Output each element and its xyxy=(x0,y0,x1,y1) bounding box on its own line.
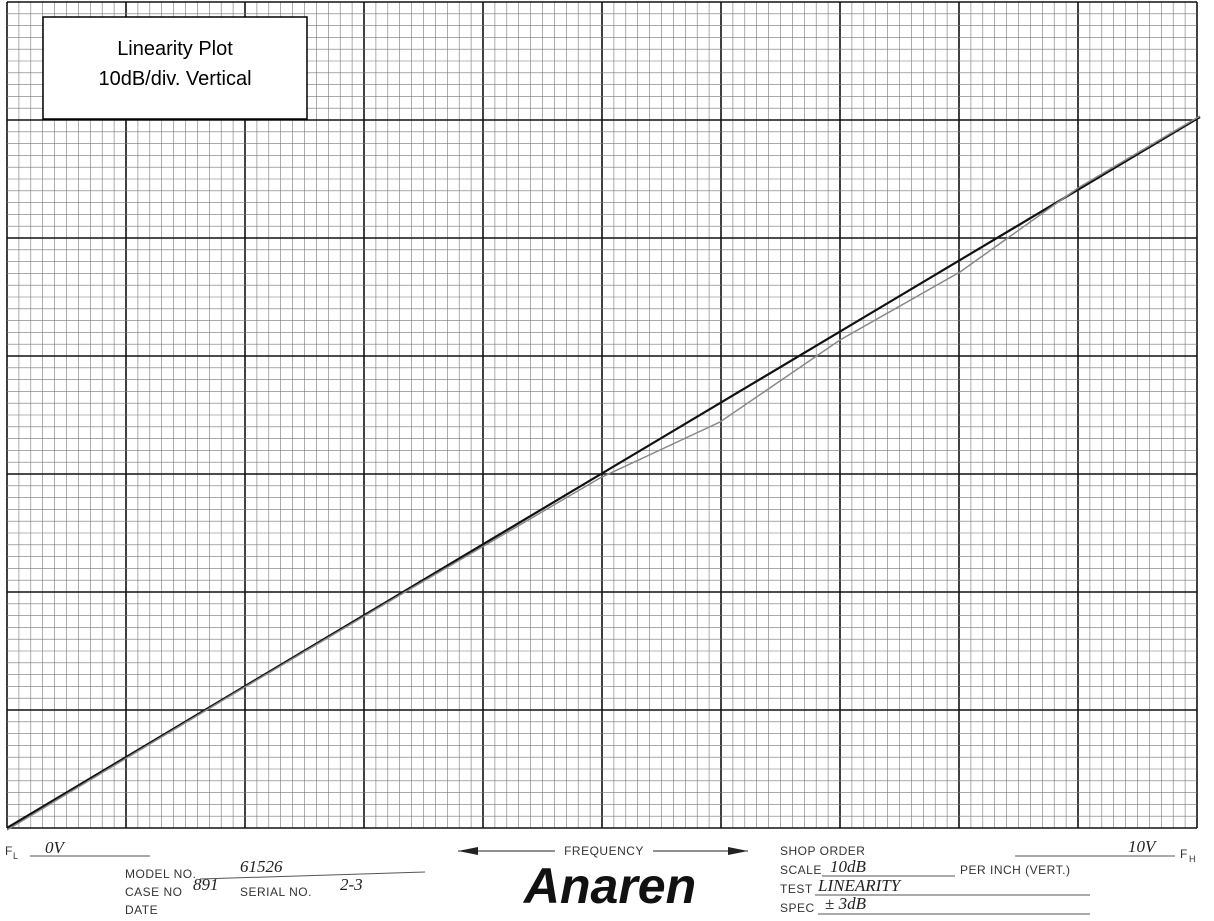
label-box xyxy=(42,16,308,120)
f-high: F xyxy=(1180,847,1188,861)
ideal-line xyxy=(6,116,1201,829)
test-value: LINEARITY xyxy=(817,876,902,895)
arrowhead xyxy=(458,847,478,855)
f-low-value: 0V xyxy=(45,838,67,857)
box-subtitle: 10dB/div. Vertical xyxy=(98,68,251,90)
rule xyxy=(199,871,426,880)
frequency-label: FREQUENCY xyxy=(564,844,644,858)
spec-value: ± 3dB xyxy=(825,894,867,913)
shop-order-label: SHOP ORDER xyxy=(780,844,865,858)
arrowhead xyxy=(728,847,748,855)
f-low-sub: L xyxy=(13,851,19,861)
f-high-value: 10V xyxy=(1128,837,1158,856)
model-label: MODEL NO. xyxy=(125,867,196,881)
f-low: F xyxy=(5,844,13,858)
f-high-sub: H xyxy=(1189,854,1196,864)
case-value: 891 xyxy=(193,875,219,894)
serial-value: 2-3 xyxy=(340,875,363,894)
measured-line xyxy=(6,115,1201,831)
spec-label: SPEC xyxy=(780,901,815,915)
scale-unit: PER INCH (VERT.) xyxy=(960,863,1070,877)
case-label: CASE NO xyxy=(125,885,183,899)
date-label: DATE xyxy=(125,903,158,917)
graph-grid xyxy=(6,1,1198,829)
scale-label: SCALE xyxy=(780,863,822,877)
model-value: 61526 xyxy=(240,857,283,876)
scale-value: 10dB xyxy=(830,857,867,876)
serial-label: SERIAL NO. xyxy=(240,885,312,899)
logo: Anaren xyxy=(522,858,696,914)
box-title: Linearity Plot xyxy=(117,38,233,60)
test-label: TEST xyxy=(780,882,813,896)
